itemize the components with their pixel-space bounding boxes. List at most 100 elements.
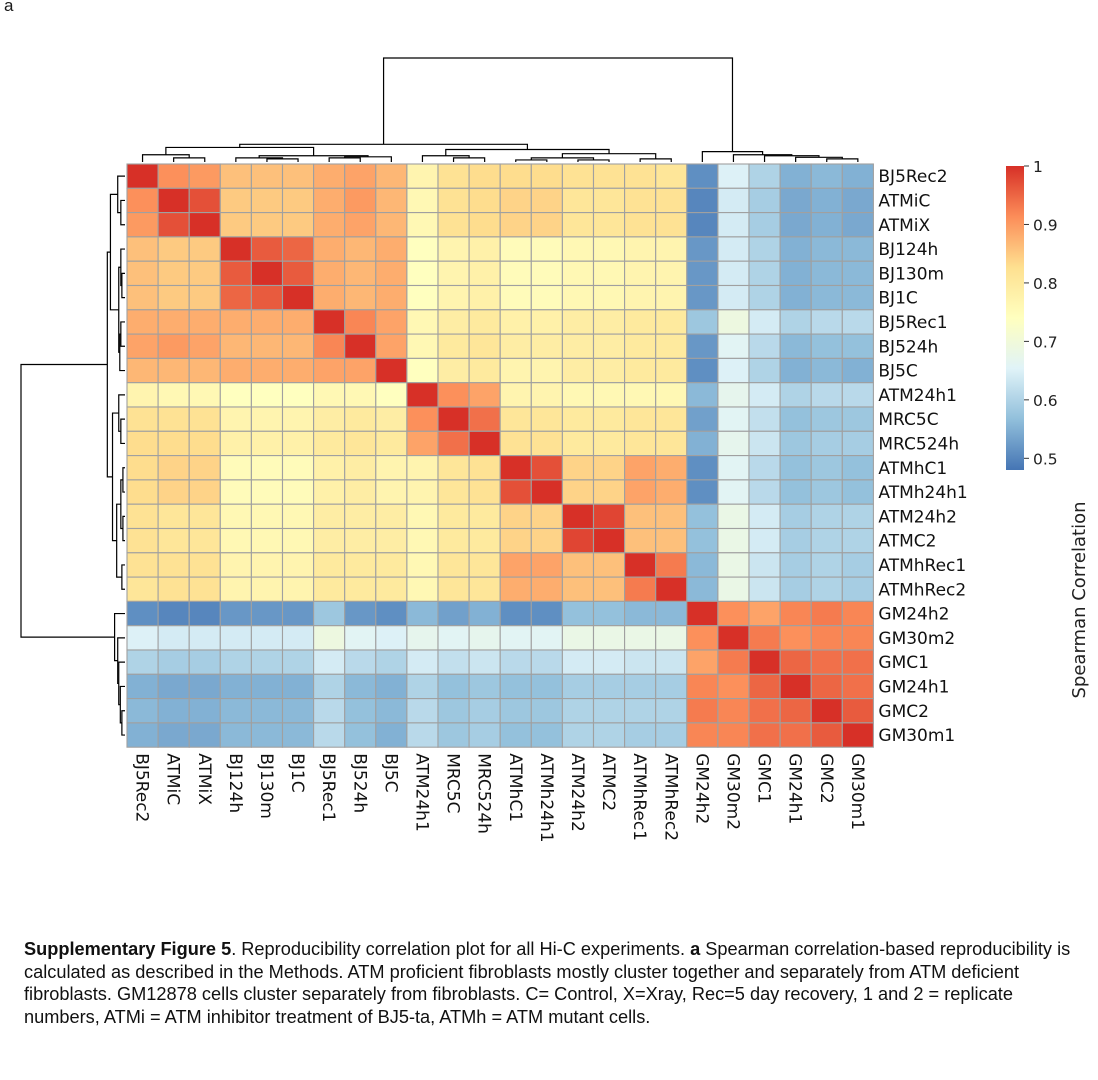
heatmap-cell	[499, 600, 532, 627]
heatmap-cell	[437, 260, 470, 287]
heatmap-cell	[717, 430, 750, 457]
column-label: ATMiC	[163, 753, 183, 805]
heatmap-cell	[157, 576, 190, 602]
heatmap-cell	[624, 212, 657, 238]
heatmap-cell	[841, 576, 874, 602]
row-label: ATMC2	[878, 532, 936, 552]
heatmap-cell	[126, 527, 159, 554]
heatmap-cell	[561, 527, 595, 554]
heatmap-cell	[468, 163, 501, 189]
heatmap-cell	[779, 625, 812, 651]
heatmap-cell	[810, 187, 843, 214]
heatmap-cell	[313, 552, 346, 578]
row-label: BJ5Rec2	[878, 167, 947, 187]
dendrogram-branch	[122, 515, 125, 542]
heatmap-cell	[561, 576, 595, 602]
figure-caption: Supplementary Figure 5. Reproducibility …	[24, 938, 1074, 1028]
heatmap-cell	[219, 722, 252, 748]
heatmap-cell	[592, 576, 626, 602]
heatmap-cell	[219, 236, 252, 262]
heatmap-cell	[281, 333, 315, 359]
heatmap-cell	[313, 455, 346, 481]
heatmap-cell	[406, 187, 439, 214]
heatmap-cell	[219, 284, 252, 311]
heatmap-cell	[655, 698, 688, 724]
heatmap-cell	[250, 649, 284, 675]
heatmap-cell	[530, 576, 563, 602]
heatmap-cell	[624, 236, 657, 262]
heatmap-cell	[188, 503, 221, 530]
heatmap-cell	[468, 625, 501, 651]
heatmap-cell	[530, 357, 563, 384]
heatmap-cell	[592, 357, 626, 384]
heatmap-cell	[468, 212, 501, 238]
heatmap-cell	[686, 649, 719, 675]
heatmap-cell	[655, 649, 688, 675]
column-label: BJ130m	[256, 753, 276, 819]
heatmap-cell	[748, 382, 781, 408]
heatmap-cell	[499, 284, 532, 311]
heatmap-cell	[126, 625, 159, 651]
heatmap-cell	[686, 430, 719, 457]
heatmap-cell	[219, 479, 252, 505]
heatmap-cell	[841, 503, 874, 530]
heatmap-cell	[344, 503, 377, 530]
heatmap-cell	[655, 576, 688, 602]
heatmap-cell	[810, 479, 843, 505]
heatmap-cell	[592, 722, 626, 748]
heatmap-cell	[655, 406, 688, 432]
heatmap-cell	[499, 382, 532, 408]
dendrogram-branch	[452, 157, 486, 162]
heatmap-cell	[779, 357, 812, 384]
heatmap-cell	[748, 600, 781, 627]
column-label: GM24h1	[785, 753, 805, 824]
heatmap-cell	[624, 430, 657, 457]
heatmap-cell	[250, 576, 284, 602]
column-label: BJ524h	[349, 753, 369, 813]
heatmap-cell	[375, 382, 408, 408]
heatmap-cell	[219, 649, 252, 675]
column-label: MRC524h	[474, 753, 494, 834]
heatmap-cell	[188, 309, 221, 335]
heatmap-cell	[250, 382, 284, 408]
heatmap-cell	[810, 382, 843, 408]
column-label: GM30m1	[847, 753, 867, 830]
heatmap-cell	[841, 625, 874, 651]
column-label: ATM24h1	[411, 753, 431, 832]
heatmap-cells	[126, 163, 874, 748]
heatmap-cell	[810, 236, 843, 262]
heatmap-cell	[281, 236, 315, 262]
heatmap-cell	[250, 625, 284, 651]
heatmap-cell	[126, 698, 159, 724]
heatmap-cell	[592, 284, 626, 311]
heatmap-cell	[157, 236, 190, 262]
heatmap-cell	[655, 284, 688, 311]
heatmap-cell	[219, 382, 252, 408]
heatmap-cell	[624, 698, 657, 724]
column-label: ATMC2	[598, 753, 618, 811]
heatmap-cell	[717, 163, 750, 189]
heatmap-cell	[624, 600, 657, 627]
heatmap-cell	[499, 503, 532, 530]
heatmap-cell	[530, 284, 563, 311]
heatmap-cell	[468, 527, 501, 554]
heatmap-cell	[530, 479, 563, 505]
heatmap-cell	[499, 309, 532, 335]
heatmap-cell	[250, 284, 284, 311]
heatmap-cell	[250, 212, 284, 238]
dendrogram-branch	[826, 158, 859, 162]
heatmap-cell	[188, 527, 221, 554]
heatmap-cell	[530, 309, 563, 335]
heatmap-cell	[779, 236, 812, 262]
heatmap-cell	[624, 187, 657, 214]
row-label: ATMhC1	[878, 459, 947, 479]
heatmap-cell	[655, 357, 688, 384]
heatmap-cell	[841, 673, 874, 700]
heatmap-cell	[499, 722, 532, 748]
heatmap-cell	[313, 382, 346, 408]
heatmap-cell	[655, 236, 688, 262]
heatmap-cell	[655, 333, 688, 359]
heatmap-cell	[126, 649, 159, 675]
heatmap-cell	[406, 284, 439, 311]
heatmap-cell	[344, 187, 377, 214]
